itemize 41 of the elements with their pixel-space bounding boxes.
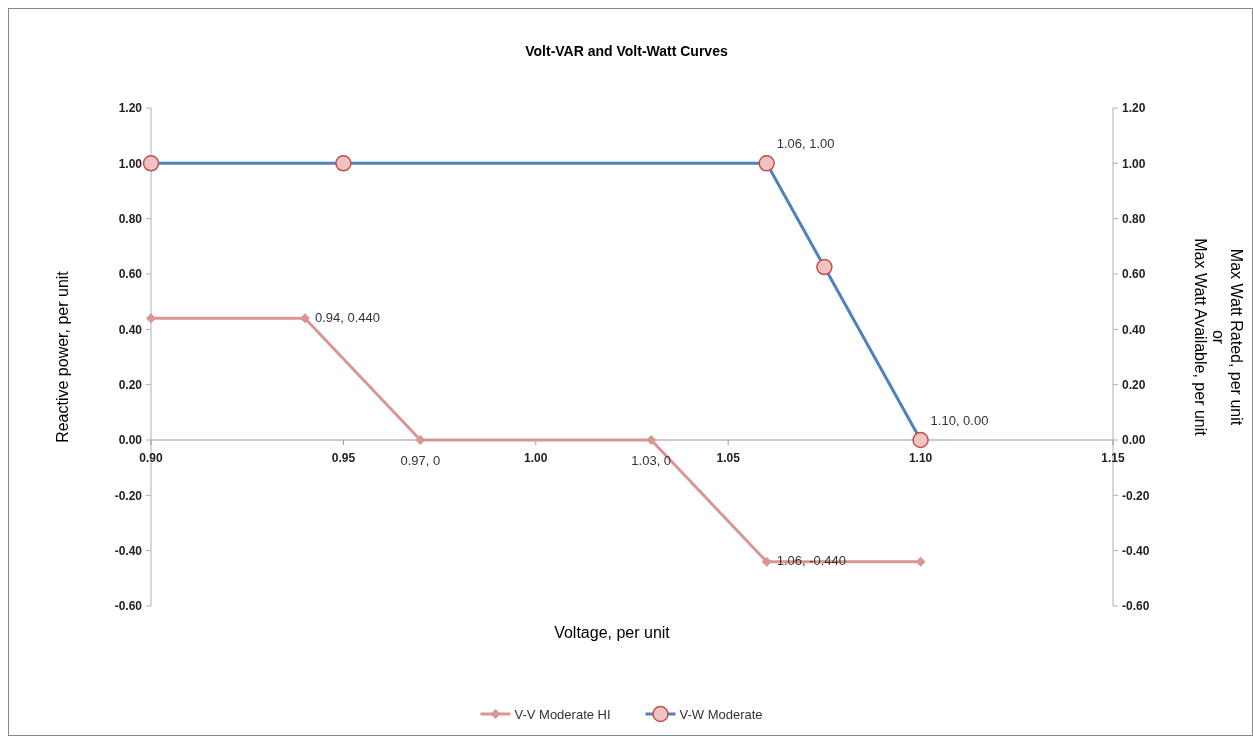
y-tick-label: 1.20 [118, 101, 143, 116]
legend-label: V-V Moderate HI [514, 706, 611, 722]
y2-tick-label: 1.20 [1122, 101, 1146, 116]
chart-title: Volt-VAR and Volt-Watt Curves [525, 43, 728, 59]
annotation: 1.06, 1.00 [776, 135, 835, 151]
annotation: 0.94, 0.440 [314, 309, 380, 325]
point [761, 556, 772, 567]
x-tick-label: 0.95 [331, 451, 356, 465]
annotation: 1.03, 0 [631, 452, 672, 468]
y2-tick-label: -0.40 [1122, 543, 1150, 558]
x-tick-label: 1.10 [908, 451, 933, 465]
y2-tick-label: 0.80 [1122, 211, 1146, 226]
y-tick-label: 0.20 [118, 377, 143, 392]
annotation: 0.97, 0 [400, 452, 441, 468]
x-axis-title: Voltage, per unit [554, 624, 671, 641]
y-tick-label: 0.40 [118, 322, 143, 337]
x-tick-label: 1.15 [1101, 451, 1125, 465]
y-tick-label: -0.20 [114, 488, 143, 503]
annotation: 1.10, 0.00 [930, 412, 989, 428]
y2-tick-label: -0.20 [1122, 488, 1150, 503]
x-tick-label: 1.05 [716, 451, 741, 465]
annotation: 1.06, -0.440 [776, 553, 847, 569]
y2-tick-label: 0.60 [1122, 267, 1146, 282]
y-tick-label: 0.80 [118, 211, 143, 226]
point [146, 313, 156, 324]
y-axis-title: Reactive power, per unit [54, 270, 71, 443]
y-tick-label: 0.60 [118, 267, 143, 282]
y-tick-label: 0.00 [118, 433, 143, 448]
x-tick-label: 1.00 [524, 451, 548, 465]
y2-tick-label: 0.20 [1122, 377, 1146, 392]
y-tick-label: -0.60 [114, 599, 143, 614]
y2-tick-label: 0.00 [1122, 433, 1146, 448]
y2-axis-title: Max Watt Rated, per unit or Max Watt Available, per unit [1192, 238, 1245, 437]
legend-label: V-W Moderate [679, 706, 763, 722]
y2-tick-label: -0.60 [1122, 599, 1150, 614]
y-tick-label: 1.00 [118, 156, 143, 171]
x-tick-label: 0.90 [139, 451, 163, 465]
y2-tick-label: 0.40 [1122, 322, 1146, 337]
point [646, 435, 657, 445]
y2-tick-label: 1.00 [1122, 156, 1146, 171]
y-tick-label: -0.40 [114, 543, 143, 558]
